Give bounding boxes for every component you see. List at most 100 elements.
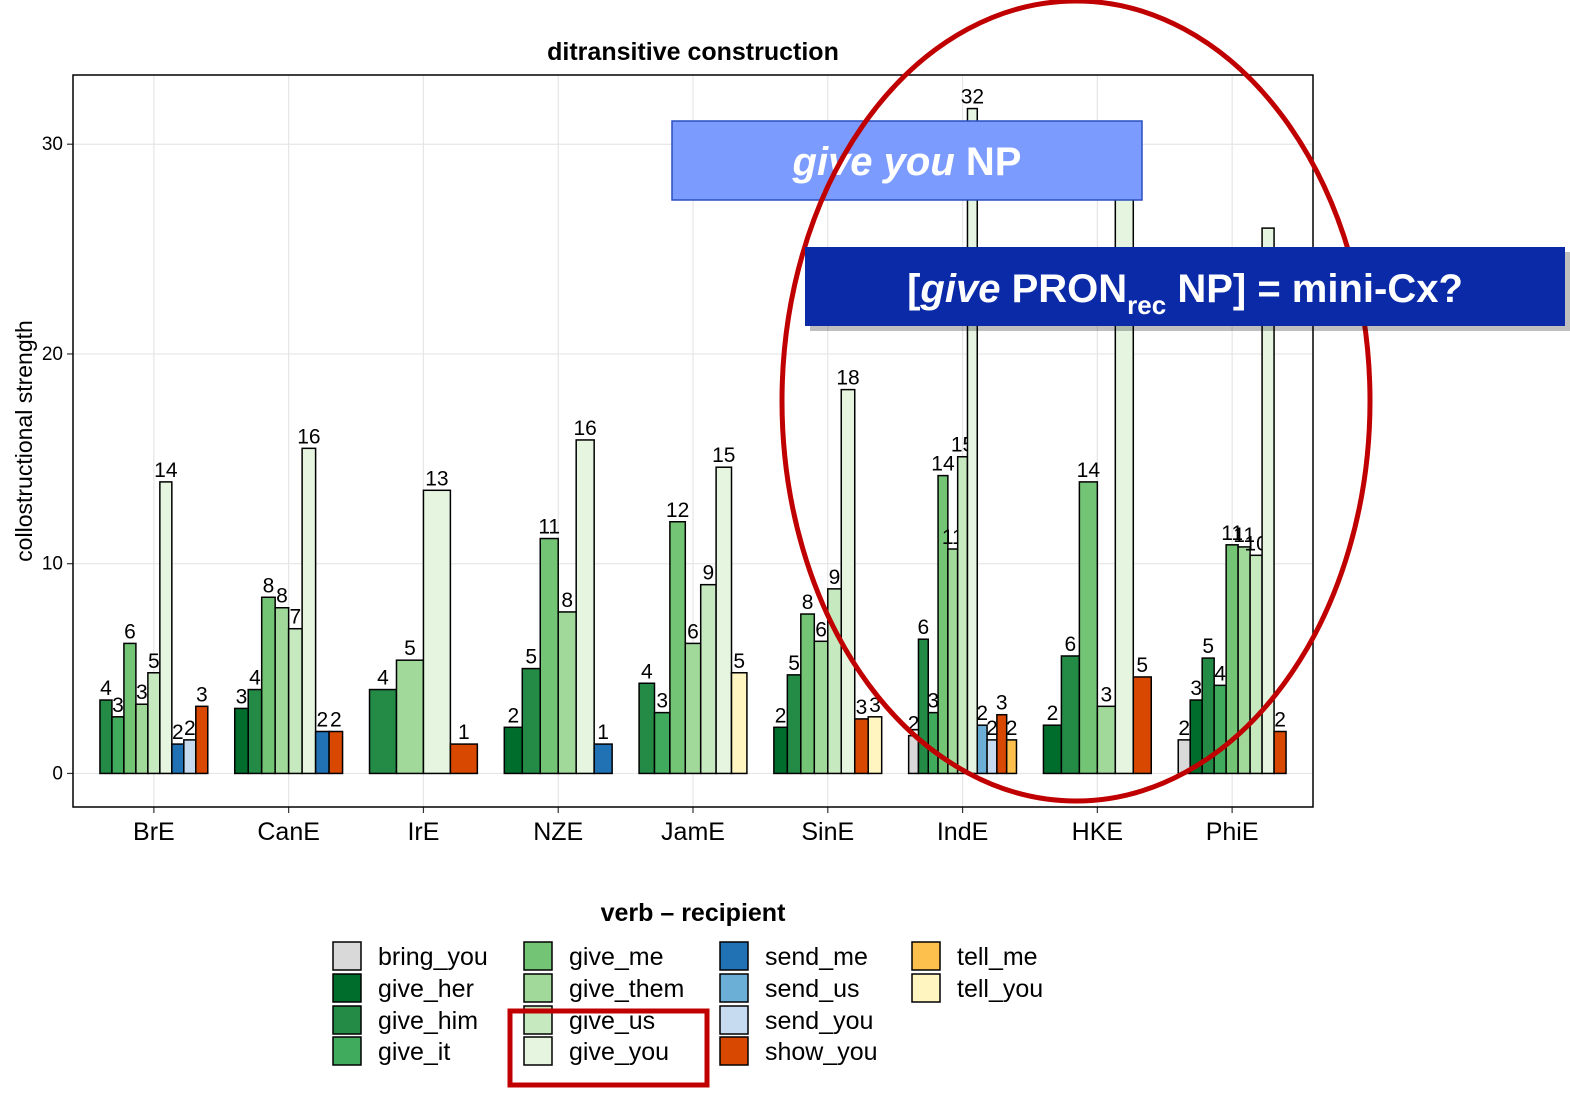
data-label: 3 [1100,683,1112,706]
data-label: 2 [908,713,920,736]
bar [1078,481,1099,775]
data-label: 3 [112,694,124,717]
bar [927,711,939,775]
legend-label: give_me [569,943,664,971]
bar [715,466,733,775]
bar [147,672,161,775]
data-label: 2 [507,704,519,727]
x-tick-label: SinE [801,818,854,846]
data-label: 5 [1202,635,1214,658]
annotation-part: [ [907,267,920,311]
legend-label: tell_you [957,975,1043,1003]
legend-label: give_them [569,975,684,1003]
bar [171,743,185,775]
data-label: 14 [154,459,178,482]
bar [813,640,829,775]
bar [395,659,425,775]
bar [287,627,303,775]
annotation-part: NP] = mini-Cx? [1166,267,1463,311]
data-label: 4 [249,667,261,690]
y-axis-label: collostructional strength [11,320,37,562]
legend-label: send_us [765,975,860,1003]
bar [593,743,613,775]
bar [314,730,330,775]
data-label: 3 [136,681,148,704]
data-label: 8 [276,585,288,608]
data-label: 12 [666,499,689,522]
bar [159,481,173,775]
bar [1005,739,1018,775]
data-label: 11 [1233,524,1255,547]
data-label: 16 [297,425,320,448]
data-label: 5 [788,652,800,675]
data-label: 14 [1077,459,1101,482]
bar [730,672,748,775]
legend-key [523,941,553,971]
bar [247,688,263,775]
legend-key [719,1036,749,1066]
annotation-part: NP [955,140,1022,184]
data-label: 2 [172,721,184,744]
bar [1096,705,1117,775]
annotation-box [671,120,1143,201]
bar [1237,546,1251,775]
data-label: 4 [641,660,653,683]
plot-border [72,74,1314,808]
x-tick-label: CanE [257,818,320,846]
data-label: 6 [815,618,827,641]
data-label: 32 [961,86,984,109]
data-label: 2 [330,708,342,731]
data-label: 2 [1047,702,1059,725]
bar [111,716,125,775]
x-tick-label: JamE [661,818,725,846]
legend-label: tell_me [957,943,1038,971]
legend-label: show_you [765,1038,878,1066]
bar [684,642,702,775]
legend-label: send_you [765,1007,873,1035]
data-label: 3 [869,694,881,717]
data-label: 6 [918,616,930,639]
data-label: 2 [775,704,787,727]
bar [301,447,317,775]
data-label: 3 [236,685,248,708]
data-label: 9 [829,566,841,589]
data-label: 6 [687,620,699,643]
y-tick-label: 20 [42,344,63,365]
data-label: 6 [1065,633,1077,656]
bar [986,739,998,775]
bar [1114,143,1135,775]
bar [123,642,137,775]
bar [907,734,920,775]
legend-title: verb – recipient [601,899,786,927]
data-label: 1 [458,721,470,744]
legend-key [523,1036,553,1066]
bar [786,674,802,775]
legend-key [911,941,941,971]
bar [699,583,717,775]
annotation-part: give [919,267,1000,311]
data-label: 1 [597,721,609,744]
legend-label: give_it [378,1038,450,1066]
data-label: 2 [986,717,998,740]
data-label: 8 [263,574,275,597]
bar [947,548,959,775]
data-label: 8 [561,589,573,612]
bar [575,439,595,775]
data-label: 2 [1274,708,1286,731]
bar [183,739,197,775]
bar [521,667,541,775]
annotation-box [805,247,1565,326]
legend-key [332,1005,362,1035]
data-label: 5 [525,646,537,669]
bar [1273,730,1287,775]
legend-key [719,1005,749,1035]
annotation-text: [give PRONrec NP] = mini-Cx? [907,267,1463,320]
legend-label: give_him [378,1007,478,1035]
data-label: 18 [836,367,859,390]
bar [449,743,479,775]
data-label: 3 [856,696,868,719]
data-label: 5 [148,650,160,673]
data-label: 5 [1136,654,1148,677]
bar [1213,684,1227,775]
y-tick-label: 10 [42,554,63,575]
